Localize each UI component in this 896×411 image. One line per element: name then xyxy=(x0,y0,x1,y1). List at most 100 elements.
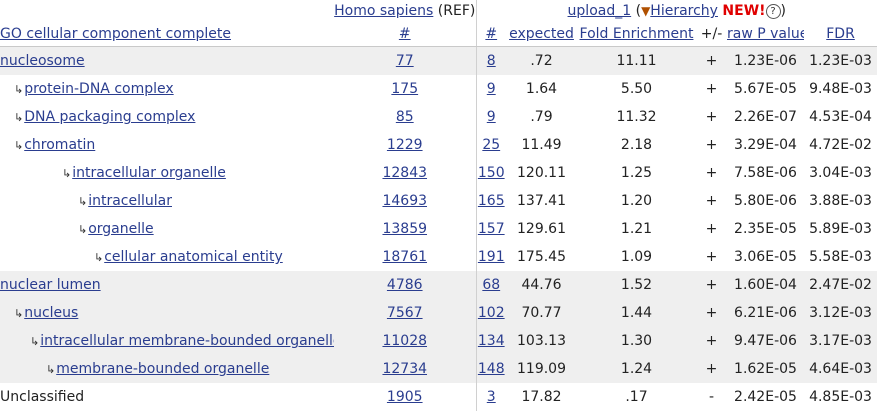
sign-value: + xyxy=(696,299,727,327)
term-link[interactable]: nuclear lumen xyxy=(0,277,101,293)
upload-count-link[interactable]: 157 xyxy=(477,221,505,237)
ref-count-link[interactable]: 12843 xyxy=(382,165,428,181)
fdr-value: 1.23E-03 xyxy=(804,46,878,75)
term-cell: ↳protein-DNA complex xyxy=(0,75,334,103)
species-link[interactable]: Homo sapiens xyxy=(334,3,434,19)
upload-header-cell: upload_1 (▼Hierarchy NEW!?) xyxy=(475,0,878,22)
child-arrow-icon: ↳ xyxy=(78,195,88,208)
fdr-value: 4.64E-03 xyxy=(804,355,878,383)
col-pvalue-link[interactable]: raw P value xyxy=(727,26,804,42)
upload-count-link[interactable]: 134 xyxy=(477,333,505,349)
table-row: ↳protein-DNA complex 175 9 1.64 5.50 + 5… xyxy=(0,75,877,103)
pvalue-value: 7.58E-06 xyxy=(734,165,797,181)
ref-count-link[interactable]: 1229 xyxy=(386,137,423,153)
upload-count-link[interactable]: 8 xyxy=(486,53,496,69)
expected-value: 17.82 xyxy=(521,389,562,405)
fold-value: .17 xyxy=(625,389,648,405)
term-cell: ↳intracellular xyxy=(0,187,334,215)
term-cell: ↳chromatin xyxy=(0,131,334,159)
ref-count-link[interactable]: 175 xyxy=(391,81,419,97)
ref-count-cell: 18761 xyxy=(334,243,476,271)
table-row: ↳intracellular organelle 12843 150 120.1… xyxy=(0,159,877,187)
term-link[interactable]: intracellular xyxy=(88,193,172,209)
ref-count-link[interactable]: 7567 xyxy=(386,305,423,321)
col-upload-count-link[interactable]: # xyxy=(485,26,498,42)
term-link[interactable]: nucleosome xyxy=(0,53,85,69)
header-blank xyxy=(0,0,334,22)
term-cell: ↳organelle xyxy=(0,215,334,243)
ref-count-link[interactable]: 12734 xyxy=(382,361,428,377)
table-row: ↳membrane-bounded organelle 12734 148 11… xyxy=(0,355,878,383)
ref-count-cell: 7567 xyxy=(334,299,476,327)
term-link[interactable]: nucleus xyxy=(24,305,79,321)
term-link[interactable]: chromatin xyxy=(24,137,96,153)
ref-count-link[interactable]: 4786 xyxy=(386,277,423,293)
count-cell: 9 xyxy=(475,75,506,103)
ref-count-link[interactable]: 13859 xyxy=(382,221,428,237)
col-fold-cell: Fold Enrichment xyxy=(577,22,696,47)
upload-count-link[interactable]: 165 xyxy=(477,193,505,209)
ref-count-cell: 85 xyxy=(334,103,476,131)
term-link[interactable]: DNA packaging complex xyxy=(24,109,196,125)
upload-count-link[interactable]: 148 xyxy=(477,361,505,377)
count-cell: 165 xyxy=(475,187,506,215)
ref-count-link[interactable]: 18761 xyxy=(382,249,428,265)
count-cell: 9 xyxy=(475,103,506,131)
upload-count-link[interactable]: 3 xyxy=(486,389,496,405)
term-cell: ↳intracellular organelle xyxy=(0,159,334,187)
ref-count-link[interactable]: 85 xyxy=(395,109,414,125)
fdr-value: 4.72E-02 xyxy=(809,137,872,153)
upload-count-link[interactable]: 102 xyxy=(477,305,505,321)
ref-count-cell: 77 xyxy=(334,46,476,75)
term-cell: nucleosome xyxy=(0,46,334,75)
upload-count-link[interactable]: 191 xyxy=(477,249,505,265)
expected-value: 44.76 xyxy=(506,271,577,299)
ref-count-link[interactable]: 11028 xyxy=(382,333,428,349)
term-link[interactable]: protein-DNA complex xyxy=(24,81,174,97)
ref-count-cell: 14693 xyxy=(334,187,476,215)
ref-count-link[interactable]: 77 xyxy=(395,53,414,69)
table-row: ↳nucleus 7567 102 70.77 1.44 + 6.21E-06 … xyxy=(0,299,878,327)
col-ref-count-link[interactable]: # xyxy=(398,26,411,42)
table-row: nuclear lumen 4786 68 44.76 1.52 + 1.60E… xyxy=(0,271,878,299)
col-expected-link[interactable]: expected xyxy=(509,26,574,42)
ref-count-link[interactable]: 14693 xyxy=(382,193,428,209)
sign-value: + xyxy=(705,165,718,181)
term-link[interactable]: cellular anatomical entity xyxy=(104,249,283,265)
pvalue-value: 2.35E-05 xyxy=(734,221,797,237)
help-icon[interactable]: ? xyxy=(765,4,781,19)
fdr-value: 4.53E-04 xyxy=(809,109,872,125)
term-link[interactable]: organelle xyxy=(88,221,154,237)
child-arrow-icon: ↳ xyxy=(30,335,40,348)
upload-count-link[interactable]: 150 xyxy=(477,165,505,181)
ref-count-cell: 4786 xyxy=(334,271,476,299)
col-fdr-link[interactable]: FDR xyxy=(826,26,855,42)
ref-count-cell: 12843 xyxy=(334,159,476,187)
count-cell: 191 xyxy=(475,243,506,271)
upload-count-link[interactable]: 25 xyxy=(482,137,501,153)
col-category-cell: GO cellular component complete xyxy=(0,22,334,47)
fdr-value: 4.85E-03 xyxy=(809,389,872,405)
term-link[interactable]: intracellular organelle xyxy=(72,165,226,181)
col-category-link[interactable]: GO cellular component complete xyxy=(0,26,231,42)
term-link[interactable]: intracellular membrane-bounded organelle xyxy=(40,333,334,349)
pvalue-value: 6.21E-06 xyxy=(727,299,804,327)
col-ref-cell: # xyxy=(334,22,476,47)
sign-value: + xyxy=(705,81,718,97)
upload-link[interactable]: upload_1 xyxy=(567,3,632,19)
upload-count-link[interactable]: 9 xyxy=(486,81,496,97)
count-cell: 148 xyxy=(475,355,506,383)
hierarchy-link[interactable]: Hierarchy xyxy=(650,3,718,19)
sign-value: + xyxy=(696,271,727,299)
fdr-value: 3.12E-03 xyxy=(804,299,878,327)
col-fold-link[interactable]: Fold Enrichment xyxy=(579,26,694,42)
expected-value: 175.45 xyxy=(517,249,566,265)
term-link[interactable]: membrane-bounded organelle xyxy=(56,361,270,377)
pvalue-value: 2.42E-05 xyxy=(734,389,797,405)
upload-count-link[interactable]: 9 xyxy=(486,109,496,125)
ref-count-link[interactable]: 1905 xyxy=(386,389,423,405)
child-arrow-icon: ↳ xyxy=(14,111,24,124)
upload-count-link[interactable]: 68 xyxy=(482,277,501,293)
expected-value: 119.09 xyxy=(506,355,577,383)
fold-value: 1.44 xyxy=(577,299,696,327)
